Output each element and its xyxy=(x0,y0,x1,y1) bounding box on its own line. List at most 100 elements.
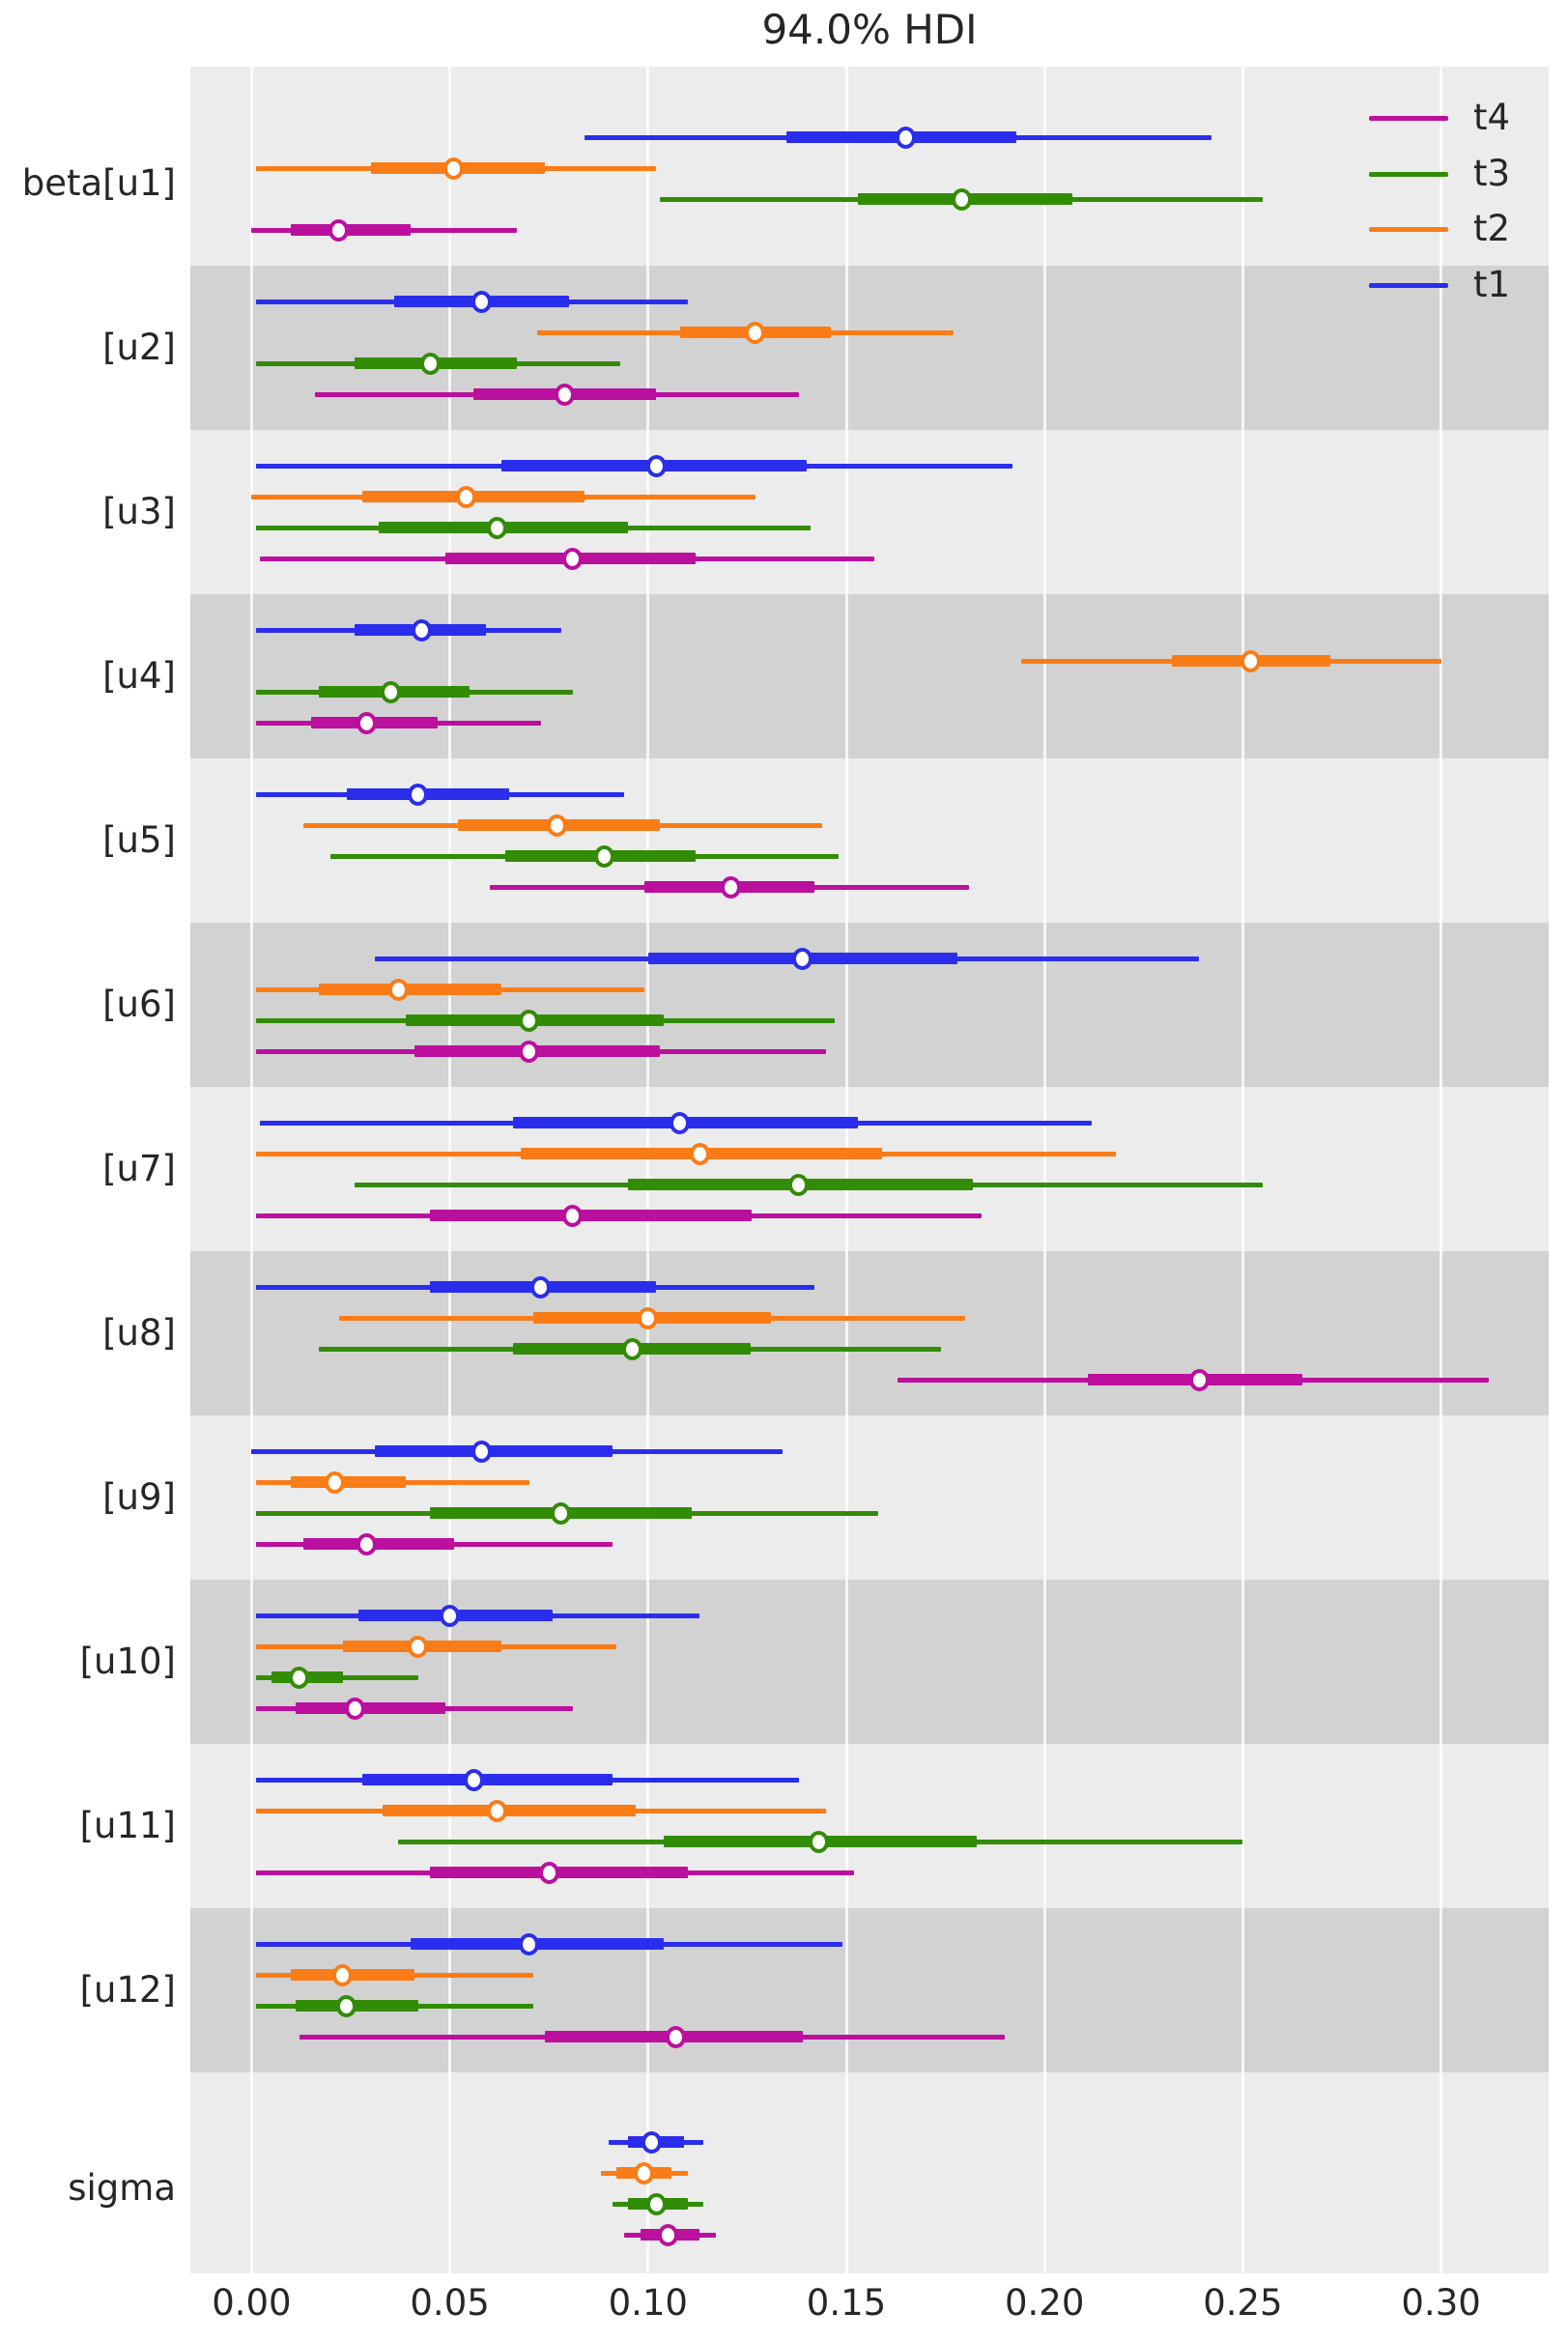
median-marker-t1 xyxy=(470,290,492,313)
median-marker-t3 xyxy=(808,1830,829,1853)
median-marker-t2 xyxy=(455,485,476,508)
legend-label: t2 xyxy=(1473,208,1511,249)
median-marker-t1 xyxy=(519,1932,540,1956)
median-marker-t4 xyxy=(356,1532,377,1556)
median-marker-t1 xyxy=(470,1440,492,1463)
legend-swatch xyxy=(1369,227,1448,232)
alt-band xyxy=(190,1251,1549,1415)
median-marker-t3 xyxy=(289,1666,310,1689)
iqr-line-t1 xyxy=(362,1774,613,1785)
gridline xyxy=(249,67,253,2273)
plot-area xyxy=(190,67,1549,2273)
gridline xyxy=(1440,67,1443,2273)
median-marker-t2 xyxy=(332,1963,354,1986)
y-tick-label: [u11] xyxy=(79,1805,176,1846)
y-tick-label: [u4] xyxy=(102,655,176,697)
median-marker-t4 xyxy=(666,2025,687,2048)
iqr-line-t2 xyxy=(319,984,501,995)
iqr-line-t4 xyxy=(291,224,411,236)
x-tick-label: 0.05 xyxy=(410,2282,490,2324)
median-marker-t3 xyxy=(645,2192,667,2215)
median-marker-t3 xyxy=(594,844,615,868)
x-tick-label: 0.25 xyxy=(1203,2282,1283,2324)
median-marker-t2 xyxy=(408,1635,429,1658)
median-marker-t1 xyxy=(792,947,813,970)
x-tick-label: 0.00 xyxy=(212,2282,292,2324)
median-marker-t4 xyxy=(562,1204,584,1227)
median-marker-t2 xyxy=(745,321,766,344)
legend-swatch xyxy=(1369,171,1448,177)
legend-swatch xyxy=(1369,282,1448,288)
median-marker-t2 xyxy=(387,978,409,1001)
median-marker-t1 xyxy=(440,1604,461,1627)
median-marker-t1 xyxy=(412,618,433,642)
median-marker-t4 xyxy=(519,1040,540,1063)
legend-label: t3 xyxy=(1473,152,1511,194)
iqr-line-t4 xyxy=(302,1538,454,1550)
median-marker-t4 xyxy=(657,2223,678,2246)
median-marker-t4 xyxy=(356,711,377,734)
y-tick-label: [u6] xyxy=(102,984,176,1025)
median-marker-t2 xyxy=(325,1470,346,1494)
y-tick-label: sigma xyxy=(68,2167,176,2209)
gridline xyxy=(448,67,452,2273)
gridline xyxy=(844,67,848,2273)
iqr-line-t2 xyxy=(382,1805,637,1816)
median-marker-t2 xyxy=(487,1799,508,1822)
y-tick-label: [u12] xyxy=(79,1969,176,2011)
iqr-line-t2 xyxy=(291,1969,414,1981)
y-tick-label: beta[u1] xyxy=(21,162,176,204)
plot-title: 94.0% HDI xyxy=(761,6,978,53)
iqr-line-t4 xyxy=(295,1702,446,1714)
median-marker-t2 xyxy=(1240,649,1262,672)
median-marker-t2 xyxy=(443,157,465,180)
legend-label: t4 xyxy=(1473,97,1511,138)
median-marker-t3 xyxy=(380,680,401,703)
median-marker-t4 xyxy=(538,1861,559,1884)
x-tick-label: 0.20 xyxy=(1004,2282,1085,2324)
gridline xyxy=(646,67,650,2273)
median-marker-t3 xyxy=(788,1173,810,1196)
x-tick-label: 0.10 xyxy=(608,2282,688,2324)
legend-entry: t4 xyxy=(1369,99,1549,137)
median-marker-t2 xyxy=(634,2161,655,2184)
median-marker-t1 xyxy=(408,783,429,806)
alt-band xyxy=(190,266,1549,430)
iqr-line-t2 xyxy=(291,1476,407,1488)
median-marker-t2 xyxy=(689,1142,710,1165)
median-marker-t4 xyxy=(721,875,742,899)
gridline xyxy=(1240,67,1244,2273)
alt-band xyxy=(190,594,1549,758)
median-marker-t1 xyxy=(641,2130,663,2154)
iqr-line-t4 xyxy=(430,1210,752,1221)
iqr-line-t1 xyxy=(346,788,510,800)
y-tick-label: [u10] xyxy=(79,1641,176,1682)
median-marker-t1 xyxy=(463,1768,484,1791)
y-tick-label: [u8] xyxy=(102,1312,176,1354)
legend-swatch xyxy=(1369,116,1448,121)
median-marker-t1 xyxy=(670,1111,691,1134)
median-marker-t3 xyxy=(951,187,972,211)
median-marker-t4 xyxy=(1188,1368,1210,1391)
median-marker-t3 xyxy=(336,1994,357,2017)
median-marker-t4 xyxy=(562,547,584,570)
legend-entry: t2 xyxy=(1369,210,1549,248)
alt-band xyxy=(190,1908,1549,2072)
median-marker-t3 xyxy=(551,1501,571,1525)
alt-band xyxy=(190,923,1549,1087)
legend-label: t1 xyxy=(1473,263,1511,305)
median-marker-t4 xyxy=(344,1697,365,1720)
median-marker-t2 xyxy=(638,1306,659,1329)
median-marker-t2 xyxy=(546,814,567,837)
median-marker-t3 xyxy=(419,352,441,375)
y-tick-label: [u3] xyxy=(102,491,176,532)
median-marker-t4 xyxy=(555,383,576,406)
median-marker-t4 xyxy=(328,218,350,242)
median-marker-t3 xyxy=(621,1337,642,1360)
y-tick-label: [u5] xyxy=(102,819,176,861)
median-marker-t3 xyxy=(519,1009,540,1032)
legend-entry: t1 xyxy=(1369,263,1549,305)
legend-entry: t3 xyxy=(1369,152,1549,194)
alt-band xyxy=(190,1580,1549,1744)
